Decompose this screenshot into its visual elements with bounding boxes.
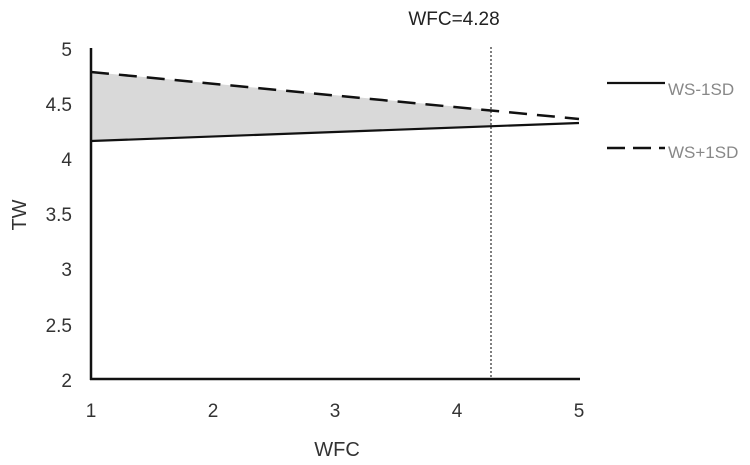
y-tick: 2 bbox=[61, 371, 72, 392]
x-tick: 5 bbox=[574, 401, 585, 422]
threshold-annotation: WFC=4.28 bbox=[408, 9, 499, 30]
shaded-region bbox=[91, 72, 491, 141]
y-tick: 4.5 bbox=[46, 95, 72, 116]
y-tick: 5 bbox=[61, 40, 72, 61]
y-axis-label: TW bbox=[9, 199, 31, 230]
series-ws-plus-1sd bbox=[90, 70, 580, 121]
x-tick: 1 bbox=[86, 401, 97, 422]
x-axis-label: WFC bbox=[314, 439, 360, 461]
y-tick: 4 bbox=[61, 150, 72, 171]
legend-label-ws-plus-1sd: WS+1SD bbox=[668, 143, 738, 162]
x-tick: 4 bbox=[452, 401, 463, 422]
y-tick: 3.5 bbox=[46, 205, 72, 226]
legend-label-ws-minus-1sd: WS-1SD bbox=[668, 80, 734, 99]
x-tick: 2 bbox=[208, 401, 219, 422]
y-tick: 3 bbox=[61, 260, 72, 281]
x-tick: 3 bbox=[330, 401, 341, 422]
y-tick: 2.5 bbox=[46, 316, 72, 337]
series-ws-minus-1sd bbox=[90, 121, 580, 143]
